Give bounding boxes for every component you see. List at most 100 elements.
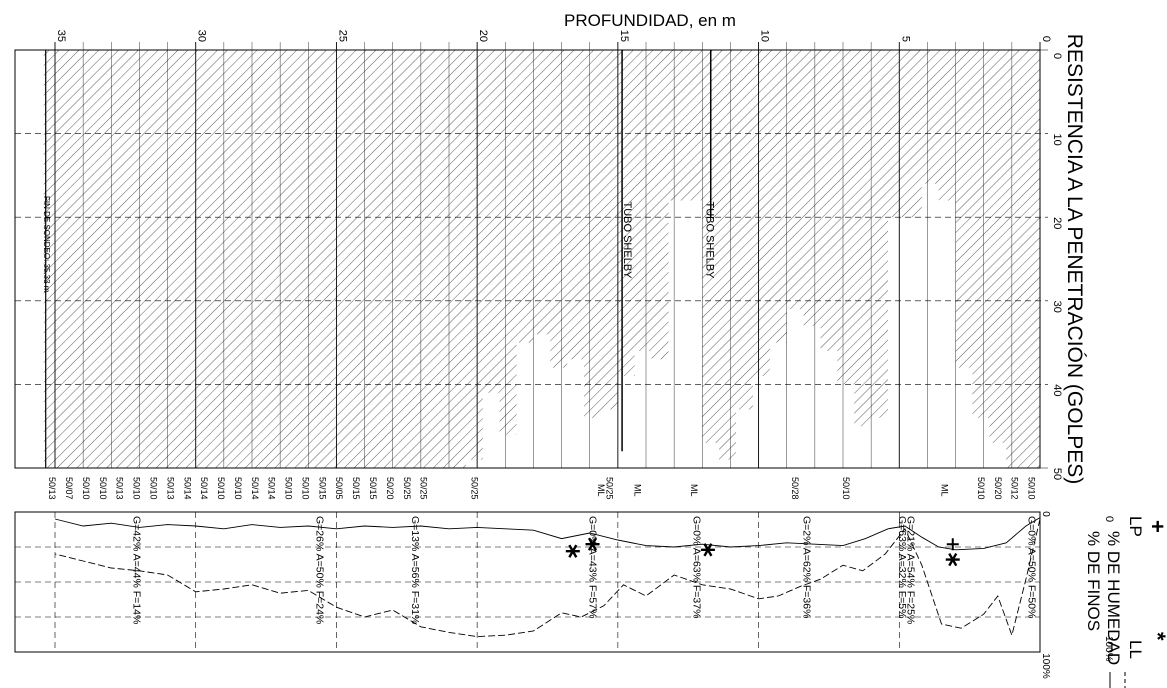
granulometry-label: G=21% A=54% F=25% xyxy=(905,516,917,624)
spt-bar xyxy=(178,50,196,468)
spt-bar xyxy=(432,50,449,468)
blow-count-label: 50/10 xyxy=(976,477,986,500)
blow-labels: 50/10 50/12 50/20 50/10 50/10 50/28 50/25 50/25… xyxy=(47,477,1036,500)
ll-marker xyxy=(565,544,580,558)
end-of-boring-note: FIN DE SONDEO: 35.33 m xyxy=(42,196,51,293)
spt-bar xyxy=(972,50,990,418)
fines-tick-label: 100% xyxy=(1040,653,1051,679)
spt-bar xyxy=(449,50,466,468)
blow-count-label: 50/28 xyxy=(790,477,800,500)
shelby-label: TUBO SHELBY xyxy=(621,201,633,279)
spt-bar xyxy=(94,50,112,468)
blow-count-label: 50/14 xyxy=(182,477,192,500)
spt-bar xyxy=(719,50,737,460)
blow-count-label: 50/15 xyxy=(317,477,327,500)
ll-legend-label: LL xyxy=(1126,640,1145,659)
spt-bar xyxy=(685,50,703,201)
spt-bar xyxy=(702,50,720,443)
spt-bar xyxy=(465,50,483,460)
granulometry-label: G=42% A=44% F=14% xyxy=(131,516,143,624)
blow-count-label: 50/14 xyxy=(199,477,209,500)
humidity-hundred-label: 100% xyxy=(1103,636,1114,662)
ll-marker xyxy=(945,552,960,567)
spt-bar xyxy=(955,50,973,368)
spt-tick-label: 30 xyxy=(1051,301,1063,313)
spt-bar xyxy=(668,50,686,201)
spt-bar xyxy=(871,50,889,418)
blow-count-label: 50/20 xyxy=(993,477,1003,500)
spt-bar xyxy=(499,50,517,435)
blow-count-label: 50/14 xyxy=(250,477,260,500)
spt-bar xyxy=(77,50,95,468)
spt-bar xyxy=(854,50,872,427)
spt-bar xyxy=(634,50,652,351)
lp-legend-label: LP xyxy=(1126,516,1145,537)
spt-bar xyxy=(516,50,534,343)
blow-count-label: 50/25 xyxy=(469,477,479,500)
spt-bar xyxy=(195,50,213,468)
granulometry-label: G=26% A=50% F=24% xyxy=(314,516,326,624)
lp-marker xyxy=(946,538,959,551)
spt-tick-label: 40 xyxy=(1051,384,1063,396)
blow-count-label: 50/15 xyxy=(351,477,361,500)
depth-axis-title: PROFUNDIDAD, en m xyxy=(564,11,736,30)
spt-frame xyxy=(14,49,1041,469)
properties-panel: G=0% A=50% F=50% G=21% A=54% F=25%G=63% A… xyxy=(14,511,1041,653)
spt-bar xyxy=(769,50,787,343)
spt-bar xyxy=(161,50,179,468)
spt-bar xyxy=(584,50,601,418)
blow-count-label: 50/25 xyxy=(419,477,429,500)
granulometry-label: G=0% A=63% F=37% xyxy=(691,516,703,618)
depth-tick-label: 0 xyxy=(1040,36,1052,42)
ll-legend-symbol: * xyxy=(1145,632,1167,641)
blow-count-label: 50/10 xyxy=(132,477,142,500)
blow-count-label: 50/14 xyxy=(267,477,277,500)
humidity-zero-label: 0 xyxy=(1103,516,1115,522)
spt-tick-label: 0 xyxy=(1051,53,1063,59)
spt-bar xyxy=(280,50,298,468)
spt-bar xyxy=(600,50,618,410)
soil-class-label: ML xyxy=(939,484,949,497)
blow-count-label: 50/05 xyxy=(334,477,344,500)
depth-tick-label: 15 xyxy=(618,30,630,42)
blow-count-label: 50/10 xyxy=(284,477,294,500)
spt-bar xyxy=(803,50,821,326)
blow-count-label: 50/10 xyxy=(98,477,108,500)
spt-bar xyxy=(313,50,331,468)
spt-bar xyxy=(297,50,314,468)
blow-count-label: 50/25 xyxy=(604,477,614,500)
spt-bar xyxy=(786,50,804,310)
depth-tick-label: 30 xyxy=(196,30,208,42)
spt-axis-title: RESISTENCIA A LA PENETRACIÓN (GOLPES) xyxy=(1063,34,1086,484)
granulometry-label: G=0% A=50% F=50% xyxy=(1026,516,1038,618)
spt-bar xyxy=(1006,50,1024,468)
granulometry-label: G=63% A=32% F=5% xyxy=(896,516,908,618)
blow-count-label: 50/15 xyxy=(368,477,378,500)
blow-count-label: 50/25 xyxy=(402,477,412,500)
spt-bar xyxy=(111,50,129,468)
spt-bar xyxy=(482,50,500,393)
ll-marker xyxy=(700,543,715,557)
spt-bar xyxy=(567,50,585,360)
depth-tick-label: 25 xyxy=(336,30,348,42)
spt-bar xyxy=(145,50,162,468)
spt-bar xyxy=(398,50,416,468)
spt-bar xyxy=(330,50,348,468)
blow-count-label: 50/13 xyxy=(115,477,125,500)
lp-legend-symbol: + xyxy=(1145,520,1167,533)
granulometry-label: G=13% A=56% F=31% xyxy=(409,516,421,624)
spt-tick-label: 10 xyxy=(1051,133,1063,145)
blow-count-label: 50/20 xyxy=(385,477,395,500)
spt-bar xyxy=(347,50,365,468)
spt-bar xyxy=(938,50,956,201)
blow-count-label: 50/07 xyxy=(64,477,74,500)
depth-tick-label: 20 xyxy=(477,30,489,42)
spt-bar xyxy=(415,50,433,468)
blow-count-label: 50/10 xyxy=(1027,477,1037,500)
blow-count-label: 50/10 xyxy=(233,477,243,500)
spt-bar xyxy=(651,50,669,360)
spt-bar xyxy=(921,50,939,184)
fines-curve xyxy=(54,518,1041,638)
